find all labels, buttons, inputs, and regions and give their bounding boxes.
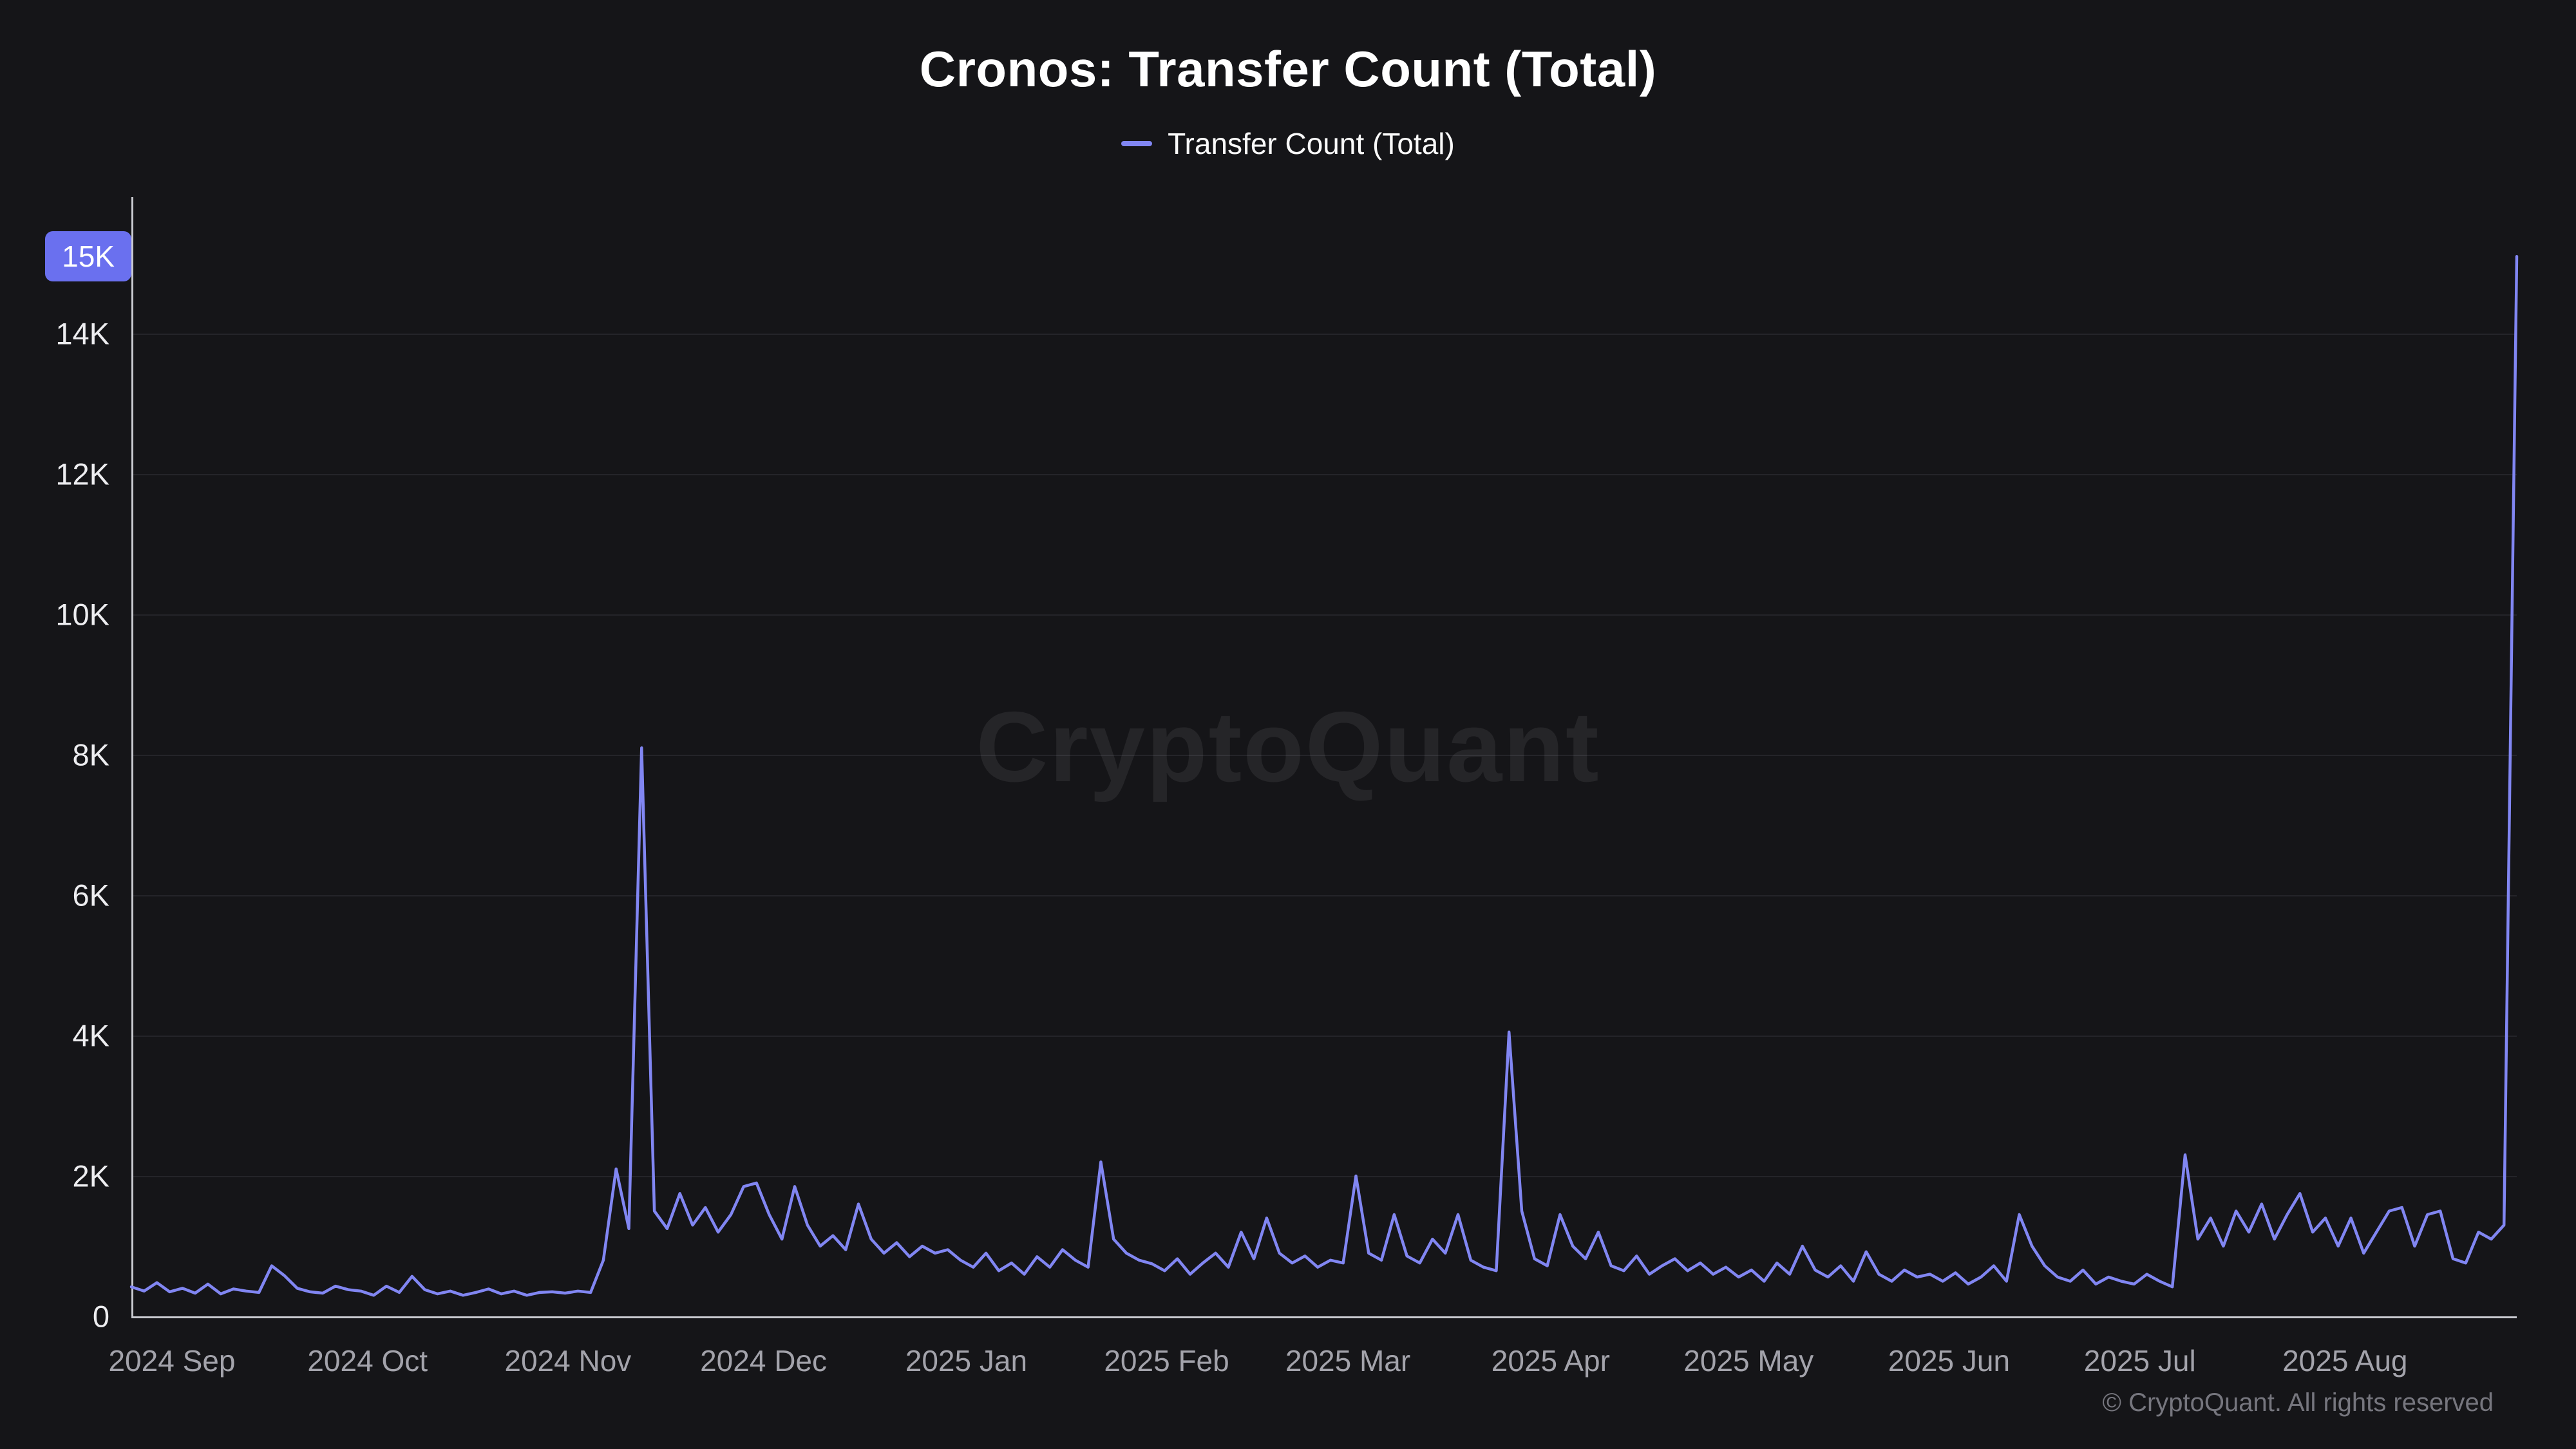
x-axis-label: 2025 Jun (1888, 1344, 2011, 1378)
gridline (131, 474, 2517, 476)
y-axis-label: 12K (55, 457, 109, 491)
x-axis-label: 2025 Mar (1285, 1344, 1411, 1378)
copyright-text: © CryptoQuant. All rights reserved (2102, 1388, 2494, 1417)
y-axis-label: 14K (55, 316, 109, 351)
gridline (131, 1036, 2517, 1037)
y-axis-label: 2K (72, 1159, 110, 1193)
y-axis-label: 8K (72, 737, 110, 772)
y-axis-line (131, 197, 133, 1318)
chart-title: Cronos: Transfer Count (Total) (919, 41, 1657, 97)
y-axis-last-value-badge: 15K (45, 231, 131, 282)
gridline (131, 334, 2517, 336)
gridline (131, 755, 2517, 757)
x-axis-label: 2025 Apr (1491, 1344, 1610, 1378)
x-axis-label: 2025 May (1683, 1344, 1814, 1378)
gridline (131, 614, 2517, 616)
x-axis-label: 2025 Feb (1104, 1344, 1229, 1378)
y-axis-label: 4K (72, 1018, 110, 1053)
legend-label: Transfer Count (Total) (1168, 127, 1455, 160)
x-axis-label: 2024 Nov (504, 1344, 632, 1378)
transfer-count-line[interactable] (129, 254, 2519, 1297)
gridline (131, 895, 2517, 897)
legend-line-swatch (1121, 141, 1153, 146)
x-axis-label: 2025 Jan (905, 1344, 1028, 1378)
y-axis-label: 0 (92, 1299, 109, 1334)
gridline (131, 1176, 2517, 1177)
x-axis-label: 2025 Aug (2282, 1344, 2408, 1378)
x-axis-label: 2024 Oct (307, 1344, 428, 1378)
legend[interactable]: Transfer Count (Total) (0, 126, 2576, 161)
x-axis-label: 2024 Dec (700, 1344, 828, 1378)
x-axis-label: 2025 Jul (2083, 1344, 2196, 1378)
y-axis-label: 6K (72, 878, 110, 913)
x-axis-line (131, 1316, 2517, 1318)
x-axis-label: 2024 Sep (108, 1344, 236, 1378)
cryptoquant-watermark: CryptoQuant (976, 691, 1600, 802)
y-axis-label: 10K (55, 597, 109, 632)
